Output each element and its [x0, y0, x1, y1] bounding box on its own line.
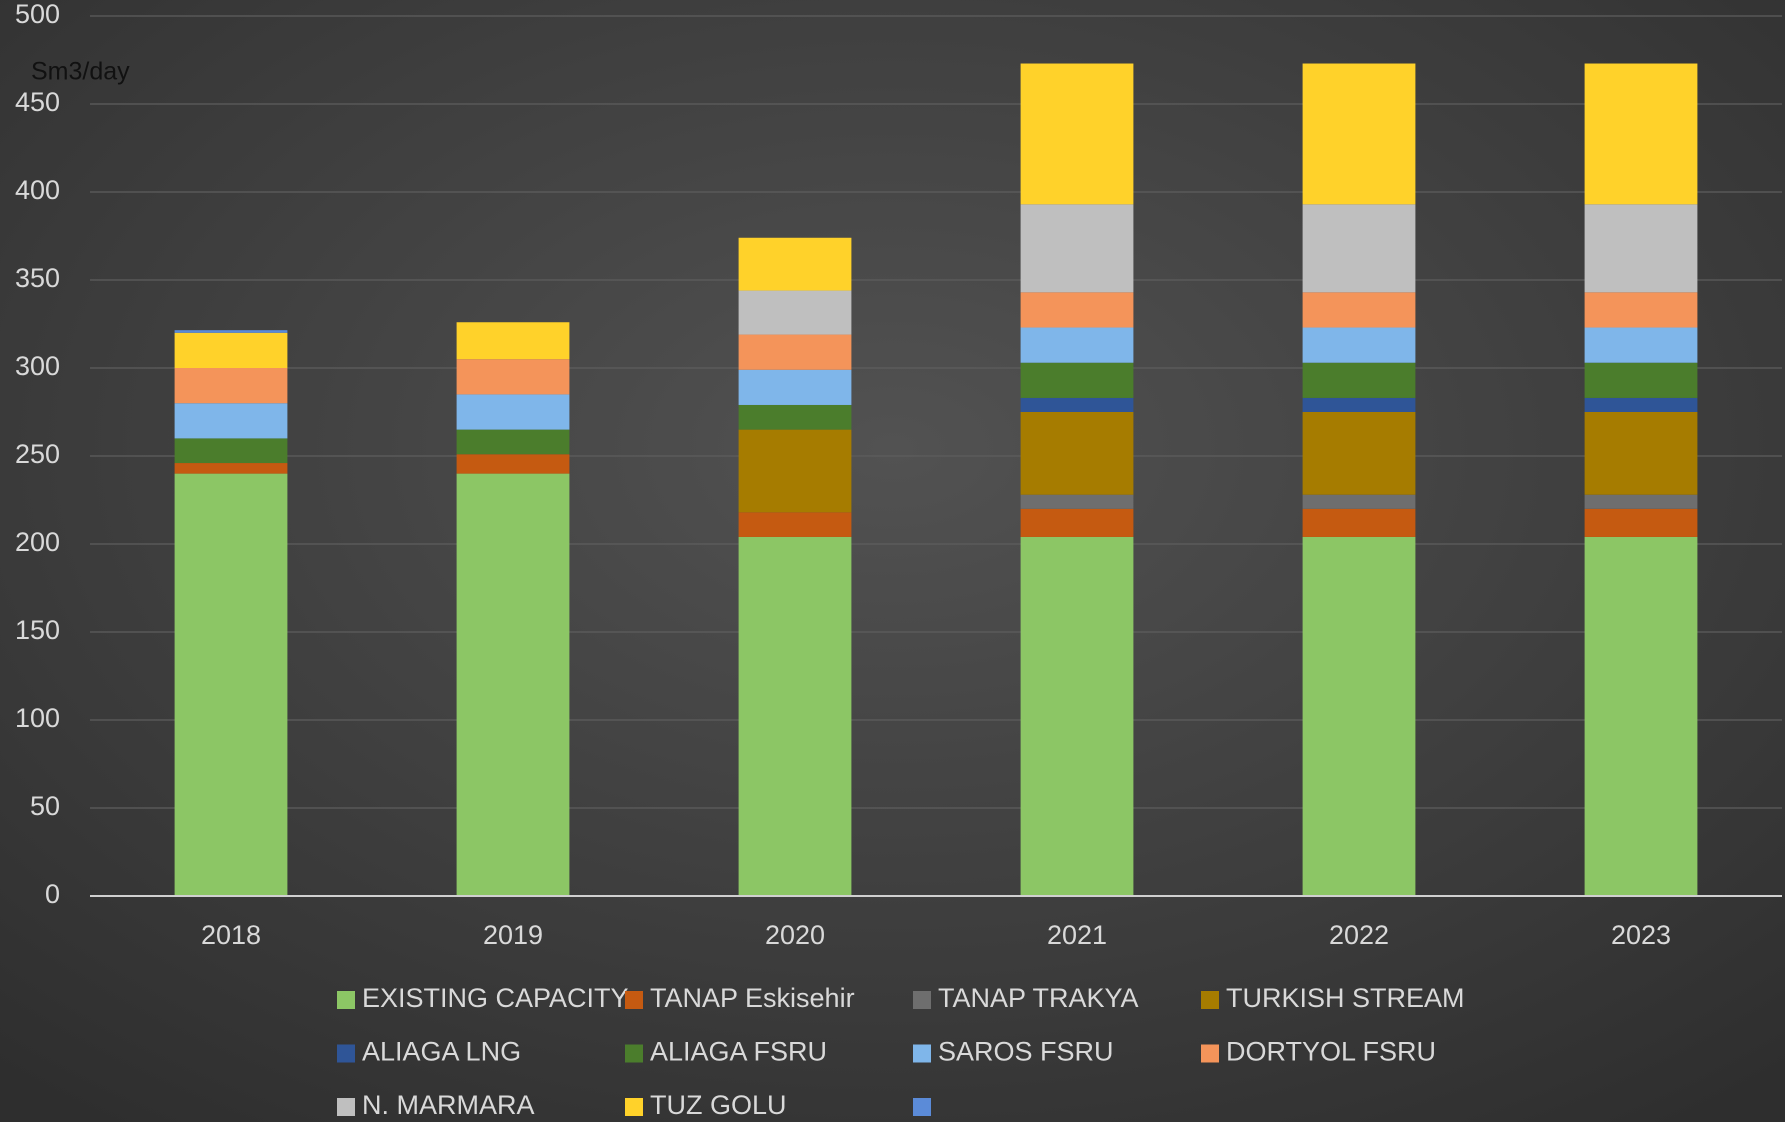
bar-segment: [174, 473, 288, 896]
bar-segment: [1584, 397, 1698, 412]
legend-label: TANAP TRAKYA: [938, 983, 1139, 1013]
bar-segment: [1302, 63, 1416, 205]
bar-segment: [1584, 412, 1698, 495]
bar-segment: [174, 403, 288, 439]
y-tick-label: 50: [30, 791, 60, 821]
bar-segment: [1020, 204, 1134, 293]
bar-segment: [738, 369, 852, 405]
legend-swatch: [625, 1044, 643, 1063]
bar-segment: [1302, 397, 1416, 412]
legend-label: TURKISH STREAM: [1226, 983, 1465, 1013]
y-tick-label: 250: [15, 439, 60, 469]
legend-label: SAROS FSRU: [938, 1037, 1114, 1067]
bar-segment: [1584, 327, 1698, 363]
bar-segment: [1584, 536, 1698, 896]
y-tick-label: 400: [15, 175, 60, 205]
bar-segment: [1302, 292, 1416, 328]
legend-label: DORTYOL FSRU: [1226, 1037, 1436, 1067]
x-tick-label: 2021: [1047, 920, 1107, 950]
bar-segment: [1302, 362, 1416, 398]
bar-segment: [1020, 508, 1134, 537]
legend-swatch: [337, 991, 355, 1009]
bar-segment: [174, 438, 288, 464]
y-tick-label: 300: [15, 351, 60, 381]
legend-swatch: [1201, 991, 1219, 1009]
y-tick-label: 150: [15, 615, 60, 645]
y-tick-label: 450: [15, 87, 60, 117]
legend-swatch: [337, 1044, 355, 1063]
y-tick-label: 350: [15, 263, 60, 293]
bar-segment: [1020, 292, 1134, 328]
bar-segment: [174, 330, 288, 333]
bar-segment: [738, 536, 852, 896]
bar-segment: [738, 512, 852, 537]
bar-segment: [1020, 327, 1134, 363]
bar-segment: [456, 359, 570, 395]
bar-segment: [738, 237, 852, 291]
bar-segment: [1020, 362, 1134, 398]
x-tick-label: 2022: [1329, 920, 1389, 950]
bar-segment: [738, 429, 852, 513]
y-tick-label: 200: [15, 527, 60, 557]
bar-segment: [174, 332, 288, 368]
bar-segment: [1302, 494, 1416, 509]
bar-segment: [456, 322, 570, 360]
bar-segment: [1302, 204, 1416, 293]
x-tick-label: 2023: [1611, 920, 1671, 950]
legend-swatch: [913, 1044, 931, 1063]
bar-segment: [1020, 536, 1134, 896]
y-axis-label: Sm3/day: [31, 58, 130, 86]
legend-label: ALIAGA LNG: [362, 1037, 521, 1067]
legend-swatch: [625, 991, 643, 1009]
bar-segment: [1584, 508, 1698, 537]
bar-segment: [456, 473, 570, 896]
legend-label: TUZ GOLU: [650, 1090, 787, 1120]
bar-segment: [1584, 63, 1698, 205]
legend-swatch: [1201, 1044, 1219, 1063]
bar-segment: [456, 394, 570, 430]
bar-segment: [1584, 494, 1698, 509]
bar-segment: [1302, 508, 1416, 537]
bar-segment: [456, 429, 570, 455]
bar-segment: [1584, 204, 1698, 293]
bar-segment: [1020, 63, 1134, 205]
legend-label: N. MARMARA: [362, 1090, 535, 1120]
bar-segment: [738, 334, 852, 370]
legend-label: EXISTING CAPACITY: [362, 983, 629, 1013]
bar-segment: [1584, 362, 1698, 398]
bar-segment: [1302, 412, 1416, 495]
y-tick-label: 100: [15, 703, 60, 733]
bar-segment: [456, 454, 570, 474]
bar-segment: [738, 290, 852, 335]
legend-swatch: [913, 991, 931, 1009]
bar-segment: [174, 463, 288, 474]
x-tick-label: 2019: [483, 920, 543, 950]
bar-segment: [174, 368, 288, 404]
x-tick-label: 2018: [201, 920, 261, 950]
bar-segment: [1302, 327, 1416, 363]
legend-swatch: [337, 1098, 355, 1116]
bar-segment: [1020, 412, 1134, 495]
y-tick-label: 500: [15, 0, 60, 29]
bar-segment: [738, 404, 852, 430]
legend-label: TANAP Eskisehir: [650, 983, 855, 1013]
bar-segment: [1584, 292, 1698, 328]
bar-segment: [1302, 536, 1416, 896]
y-tick-label: 0: [45, 879, 60, 909]
legend-swatch: [625, 1098, 643, 1116]
bar-segment: [1020, 494, 1134, 509]
bar-segment: [1020, 397, 1134, 412]
legend-swatch: [913, 1098, 931, 1116]
legend-label: ALIAGA FSRU: [650, 1037, 827, 1067]
x-tick-label: 2020: [765, 920, 825, 950]
